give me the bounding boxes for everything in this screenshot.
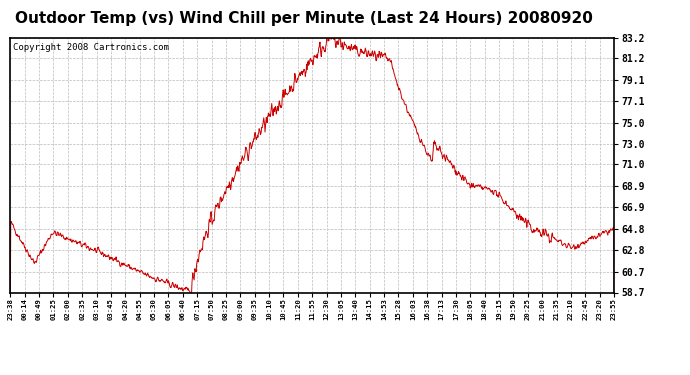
Text: Outdoor Temp (vs) Wind Chill per Minute (Last 24 Hours) 20080920: Outdoor Temp (vs) Wind Chill per Minute … [14, 11, 593, 26]
Text: Copyright 2008 Cartronics.com: Copyright 2008 Cartronics.com [13, 43, 169, 52]
